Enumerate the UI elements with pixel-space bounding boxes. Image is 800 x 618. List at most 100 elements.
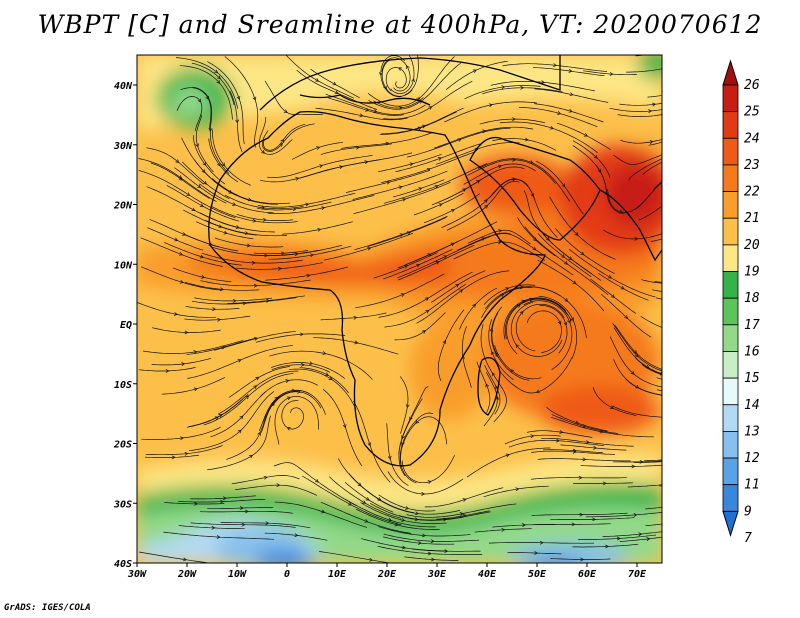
stream-arrow	[671, 198, 674, 201]
stream-arrow	[673, 459, 676, 462]
stream-arrow	[422, 330, 427, 334]
stream-arrow	[249, 454, 254, 459]
streamline	[503, 297, 566, 340]
stream-arrow	[364, 108, 370, 112]
stream-arrow	[182, 557, 188, 562]
streamline	[383, 163, 488, 204]
streamline	[609, 107, 662, 112]
stream-arrow	[220, 499, 224, 504]
streamline	[195, 114, 214, 173]
stream-arrow	[421, 491, 426, 496]
stream-arrow	[579, 512, 584, 517]
streamline	[269, 350, 373, 380]
stream-arrow	[459, 512, 464, 516]
streamline	[612, 405, 662, 418]
stream-arrow	[252, 96, 257, 101]
streamline	[379, 111, 457, 135]
stream-arrow	[501, 85, 506, 90]
stream-arrow	[672, 174, 675, 177]
stream-arrow	[264, 253, 269, 258]
stream-arrow	[491, 372, 496, 377]
colorbar-label: 16	[744, 344, 760, 359]
streamline	[143, 340, 244, 354]
stream-arrow	[214, 416, 219, 420]
streamline	[344, 481, 394, 513]
streamline	[648, 141, 662, 146]
stream-arrow	[242, 301, 247, 306]
streamline	[560, 444, 627, 451]
stream-arrow	[305, 202, 310, 207]
streamline	[354, 215, 448, 251]
colorbar-label: 20	[744, 238, 760, 253]
stream-arrow	[418, 187, 423, 191]
streamline	[373, 97, 424, 109]
streamline	[228, 366, 290, 398]
stream-arrow	[402, 197, 407, 202]
colorbar-segment	[722, 164, 739, 192]
streamline	[212, 129, 251, 186]
stream-arrow	[422, 533, 427, 538]
colorbar-segment	[722, 431, 739, 459]
stream-arrow	[697, 86, 700, 89]
streamline	[504, 434, 561, 445]
streamline	[569, 248, 656, 298]
streamline	[483, 284, 536, 305]
stream-arrow	[585, 440, 590, 444]
lon-label: 70E	[628, 569, 647, 580]
colorbar-label: 19	[744, 265, 760, 280]
streamline	[467, 159, 556, 184]
stream-arrow	[696, 225, 699, 228]
streamline	[392, 179, 445, 198]
streamline	[313, 337, 399, 355]
streamline	[484, 286, 561, 310]
streamline	[274, 395, 319, 445]
streamline	[480, 324, 507, 423]
stream-arrow	[583, 133, 588, 137]
streamline	[523, 300, 573, 370]
streamline	[271, 364, 331, 373]
stream-arrow	[285, 379, 290, 383]
stream-arrow	[444, 549, 449, 554]
stream-arrow	[459, 289, 464, 293]
streamline	[260, 390, 298, 433]
stream-arrow	[417, 541, 423, 545]
stream-arrow	[578, 475, 583, 480]
stream-arrow	[430, 539, 435, 544]
stream-arrow	[181, 362, 186, 366]
lon-label: 40E	[478, 569, 497, 580]
streamline	[386, 423, 409, 486]
stream-arrow	[709, 298, 712, 301]
stream-arrow	[567, 319, 571, 324]
streamline	[502, 63, 608, 72]
stream-arrow	[367, 442, 372, 447]
streamline	[550, 416, 654, 438]
stream-arrow	[431, 557, 436, 562]
stream-arrow	[409, 416, 413, 421]
streamline	[398, 398, 423, 477]
coastlines	[208, 55, 662, 467]
colorbar-segment	[722, 191, 739, 219]
stream-arrow	[309, 361, 314, 366]
stream-arrow	[324, 372, 329, 376]
streamline	[178, 498, 266, 503]
lon-label: 20E	[377, 569, 397, 580]
stream-arrow	[232, 298, 237, 303]
streamline	[578, 534, 657, 540]
stream-arrow	[605, 544, 610, 549]
streamline	[612, 323, 662, 372]
colorbar-top-arrow	[722, 59, 739, 86]
stream-arrow	[462, 498, 467, 502]
colorbar-segment	[722, 217, 739, 246]
stream-arrow	[367, 246, 372, 251]
streamline	[424, 487, 504, 508]
streamline	[431, 270, 486, 303]
stream-arrow	[203, 180, 208, 185]
stream-arrow	[208, 127, 213, 132]
stream-arrow	[675, 376, 678, 379]
streamline	[210, 391, 266, 438]
stream-arrow	[195, 143, 199, 148]
streamline	[641, 364, 662, 376]
stream-arrow	[541, 80, 546, 85]
streamline	[483, 485, 549, 498]
stream-arrow	[687, 392, 690, 395]
